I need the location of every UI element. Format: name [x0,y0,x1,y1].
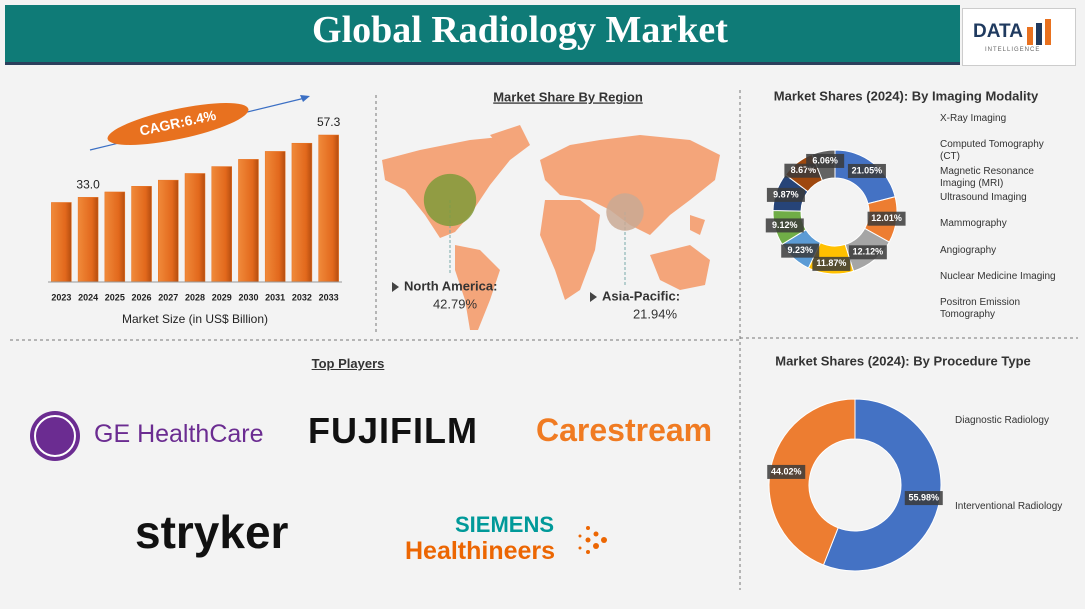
x-tick-label: 2031 [265,292,285,302]
x-tick-label: 2029 [212,292,232,302]
bar [131,186,152,283]
player-logo: stryker [135,506,289,558]
donut-segment [768,398,856,566]
player-logo: Carestream [536,412,713,448]
label-box [781,243,820,258]
header-band [5,5,960,65]
label-box [904,491,943,506]
data-label: 12.12% [853,247,884,257]
label-box [848,245,887,260]
legend-entry: X-Ray Imaging [940,113,1058,125]
logo-text: DATA [973,21,1023,42]
chart-title: Market Shares (2024): By Imaging Modalit… [774,88,1039,103]
x-tick-label: 2030 [238,292,258,302]
legend-label: Angiography [940,244,997,256]
player-logo: GE HealthCare [94,420,264,448]
legend-label: Ultrasound Imaging [940,191,1027,203]
data-label: 12.01% [871,213,902,223]
bar [77,197,99,283]
bar [104,191,126,283]
legend-label: Nuclear Medicine Imaging [940,270,1056,282]
legend-entry: Angiography [940,245,1058,257]
cagr-badge [107,103,249,145]
region-value: 21.94% [633,306,678,321]
legend-label: Computed Tomography (CT) [940,139,1044,163]
chart-title: Market Shares (2024): By Procedure Type [775,353,1031,368]
legend-entry: Nuclear Medicine Imaging [940,271,1058,283]
logo-box: DATA INTELLIGENCE [962,8,1076,66]
value-label: 33.0 [76,178,100,192]
data-label: 44.02% [771,466,802,476]
legend-entry: Magnetic Resonance Imaging (MRI) [940,166,1058,190]
bar [264,151,286,283]
pointer [590,292,597,302]
x-axis-label: Market Size (in US$ Billion) [122,312,268,326]
legend-entry: Interventional Radiology [955,501,1073,513]
x-tick-label: 2025 [105,292,125,302]
legend-entry: Ultrasound Imaging [940,192,1058,204]
bar [238,159,259,283]
legend-label: X-Ray Imaging [940,113,1007,124]
bar [51,202,72,283]
data-label: 8.67% [791,165,817,175]
region-bubble [606,193,644,231]
legend-entry: Computed Tomography (CT) [940,139,1058,163]
legend-label: Positron Emission Tomography [940,297,1021,321]
x-tick-label: 2027 [158,292,178,302]
ge-monogram [30,411,80,461]
x-tick-label: 2033 [319,292,339,302]
legend-label: Mammography [940,218,1007,230]
legend-entry: Positron Emission Tomography [940,297,1058,321]
donut-segment [822,398,942,572]
region-label: North America: [404,278,497,293]
region-label: Asia-Pacific: [602,288,680,303]
player-logo: Healthineers [405,537,556,565]
x-tick-label: 2023 [51,292,71,302]
page-title: Global Radiology Market [312,9,728,51]
pointer [392,282,399,292]
bar [158,179,179,283]
data-label: 9.12% [772,220,798,230]
label-box [847,163,886,178]
legend-label: Interventional Radiology [955,501,1063,512]
x-tick-label: 2028 [185,292,205,302]
legend-entry: Mammography [940,218,1058,230]
value-label: 57.3 [317,115,341,129]
label-box [767,464,806,479]
data-label: 11.87% [816,258,846,268]
label-box [806,153,845,168]
data-label: 6.06% [812,155,838,165]
label-box [867,211,906,226]
legend-entry: Diagnostic Radiology [955,415,1073,427]
chart-title: Market Share By Region [493,89,643,104]
data-label: 9.87% [773,189,799,199]
players-title: Top Players [311,356,385,371]
x-tick-label: 2026 [132,292,152,302]
label-box [812,256,851,271]
bar [184,173,206,283]
dividers [10,90,1078,590]
data-label: 9.23% [787,245,813,255]
bar [318,134,339,283]
label-box [765,218,804,233]
bar [211,166,232,283]
player-logo: FUJIFILM [308,410,478,451]
legend-label: Diagnostic Radiology [955,415,1049,426]
logo-subtext: INTELLIGENCE [985,47,1041,53]
region-bubble [423,173,477,227]
x-tick-label: 2032 [292,292,312,302]
legend-label: Magnetic Resonance Imaging (MRI) [940,165,1034,189]
data-label: 21.05% [852,165,883,175]
logo-bars [1027,19,1061,45]
region-value: 42.79% [433,296,478,311]
label-box [766,187,805,202]
data-label: 55.98% [909,492,940,502]
player-logo: SIEMENS [455,512,555,537]
bar [291,142,313,283]
x-tick-label: 2024 [78,292,98,302]
siemens-dots [578,526,607,554]
